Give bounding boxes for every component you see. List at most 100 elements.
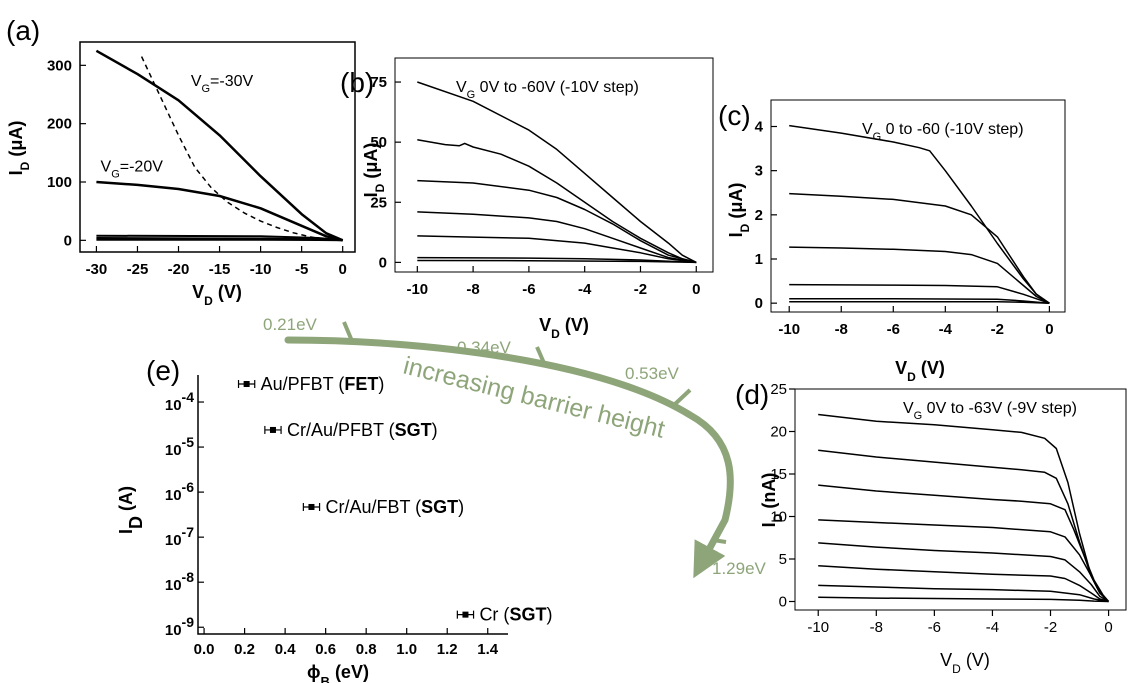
point-label: Cr (SGT): [479, 605, 552, 625]
y-tick-label: 200: [47, 116, 72, 133]
x-tick-label: -8: [870, 619, 883, 636]
panel-c-frame: [770, 99, 1066, 313]
barrier-label-1p29: 1.29eV: [712, 559, 767, 578]
annotation-vg-30: VG=-30V: [191, 73, 254, 95]
series-line-4: [818, 519, 1110, 603]
y-tick-label: 10-8: [165, 569, 194, 594]
barrier-arrow-overlay: 0.21eV 0.34eV 0.53eV 1.29eV increasing b…: [263, 315, 767, 579]
panel-b-series: [417, 81, 697, 264]
x-tick-label: -6: [887, 321, 900, 338]
x-tick-label: -8: [466, 281, 479, 298]
series-line-1: [789, 124, 1050, 304]
barrier-tick-3: [672, 388, 692, 407]
panel-b-ylabel: ID (μA): [361, 143, 387, 198]
panel-label-d: (d): [735, 379, 769, 410]
panel-c: (c) -10 -8 -6 -4 -2 0 0 1 2 3 4 VG 0 to -60 (-10V …: [718, 99, 1066, 384]
series-line-4: [417, 211, 697, 264]
series-line-5: [789, 298, 1050, 304]
x-tick-label: 0.6: [315, 641, 336, 658]
barrier-label-0p34: 0.34eV: [457, 338, 512, 357]
x-tick-label: -4: [578, 281, 592, 298]
y-tick-label: 10-7: [165, 524, 194, 549]
series-line-6: [818, 565, 1109, 603]
series-line-3: [417, 179, 697, 264]
x-tick-label: -6: [522, 281, 535, 298]
x-tick-label: 0: [339, 261, 347, 278]
y-tick-label: 20: [770, 424, 787, 441]
y-tick-label: 2: [755, 207, 763, 224]
series-line-6: [789, 301, 1050, 304]
barrier-tick-4: [712, 538, 727, 544]
x-tick-label: 1.0: [396, 641, 417, 658]
panel-d-ticks: -10 -8 -6 -4 -2 0 0 5 10 15 20 25: [770, 381, 1112, 636]
x-tick-label: 0: [1104, 619, 1112, 636]
series-line-3: [789, 246, 1050, 304]
x-tick-label: -8: [835, 321, 848, 338]
panel-label-b: (b): [340, 67, 374, 98]
panel-c-ylabel: ID (μA): [726, 183, 752, 238]
x-tick-label: -2: [634, 281, 647, 298]
x-tick-label: -5: [295, 261, 308, 278]
panel-e-ylabel: ID (A): [116, 486, 146, 534]
panel-d-title: VG 0V to -63V (-9V step): [903, 400, 1077, 422]
series-line-7: [417, 259, 697, 264]
panel-a-frame: [79, 41, 356, 253]
data-point: [269, 426, 276, 433]
panel-e-axes: [197, 375, 508, 635]
panel-d-xlabel: VD (V): [940, 650, 990, 676]
barrier-tick-1: [342, 321, 354, 342]
panel-a-ylabel: ID (μA): [6, 121, 32, 176]
y-tick-label: 10-6: [165, 479, 194, 504]
y-tick-label: 3: [755, 163, 763, 180]
y-tick-label: 10: [770, 509, 787, 526]
x-tick-label: -10: [406, 281, 428, 298]
panel-c-ticks: -10 -8 -6 -4 -2 0 0 1 2 3 4: [755, 119, 1054, 339]
panel-e: (e) 0.0 0.2 0.4 0.6 0.8 1.0 1.2 1.4 10-9 10-8 10-7…: [116, 355, 552, 683]
x-tick-label: 0: [1045, 321, 1053, 338]
series-line-1: [417, 81, 697, 264]
series-line-6: [140, 56, 327, 241]
y-tick-label: 10-4: [165, 389, 194, 414]
panel-c-xlabel: VD (V): [895, 358, 945, 384]
panel-a-series: [95, 49, 344, 242]
panel-b-title: VG 0V to -60V (-10V step): [456, 79, 639, 101]
x-tick-label: 1.4: [477, 641, 499, 658]
series-line-2: [96, 180, 343, 242]
data-point: [308, 503, 315, 510]
x-tick-label: -15: [209, 261, 231, 278]
panel-d-frame: [794, 388, 1127, 611]
y-tick-label: 25: [770, 381, 787, 398]
y-tick-label: 0: [755, 295, 763, 312]
x-tick-label: -25: [127, 261, 149, 278]
y-tick-label: 5: [779, 551, 787, 568]
barrier-arrow: [284, 336, 734, 579]
point-label: Au/PFBT (FET): [261, 374, 385, 394]
annotation-vg-20: VG=-20V: [101, 159, 164, 181]
y-tick-label: 100: [47, 174, 72, 191]
series-line-2: [417, 139, 697, 264]
y-tick-label: 1: [755, 251, 763, 268]
y-tick-label: 50: [370, 134, 387, 151]
panel-b: (b) -10 -8 -6 -4 -2 0 0 25 50 75 VG 0V to -60V (-…: [340, 57, 714, 341]
y-tick-label: 0: [379, 254, 387, 271]
y-tick-label: 75: [370, 74, 387, 91]
series-line-8: [818, 596, 1109, 603]
x-tick-label: 1.2: [437, 641, 458, 658]
y-tick-label: 10-9: [165, 614, 194, 639]
series-line-1: [95, 49, 344, 242]
y-tick-label: 15: [770, 466, 787, 483]
series-line-5: [417, 235, 697, 264]
barrier-label-0p53: 0.53eV: [625, 364, 680, 383]
x-tick-label: -4: [939, 321, 953, 338]
series-line-5: [818, 542, 1109, 603]
panel-d-series: [818, 413, 1110, 603]
x-tick-label: 0: [692, 281, 700, 298]
series-line-5: [96, 238, 343, 242]
y-tick-label: 0: [64, 232, 72, 249]
point-label: Cr/Au/FBT (SGT): [325, 497, 464, 517]
x-tick-label: -10: [807, 619, 829, 636]
y-tick-label: 4: [755, 119, 764, 136]
x-tick-label: 0.8: [356, 641, 377, 658]
panel-b-ticks: -10 -8 -6 -4 -2 0 0 25 50 75: [370, 74, 700, 298]
